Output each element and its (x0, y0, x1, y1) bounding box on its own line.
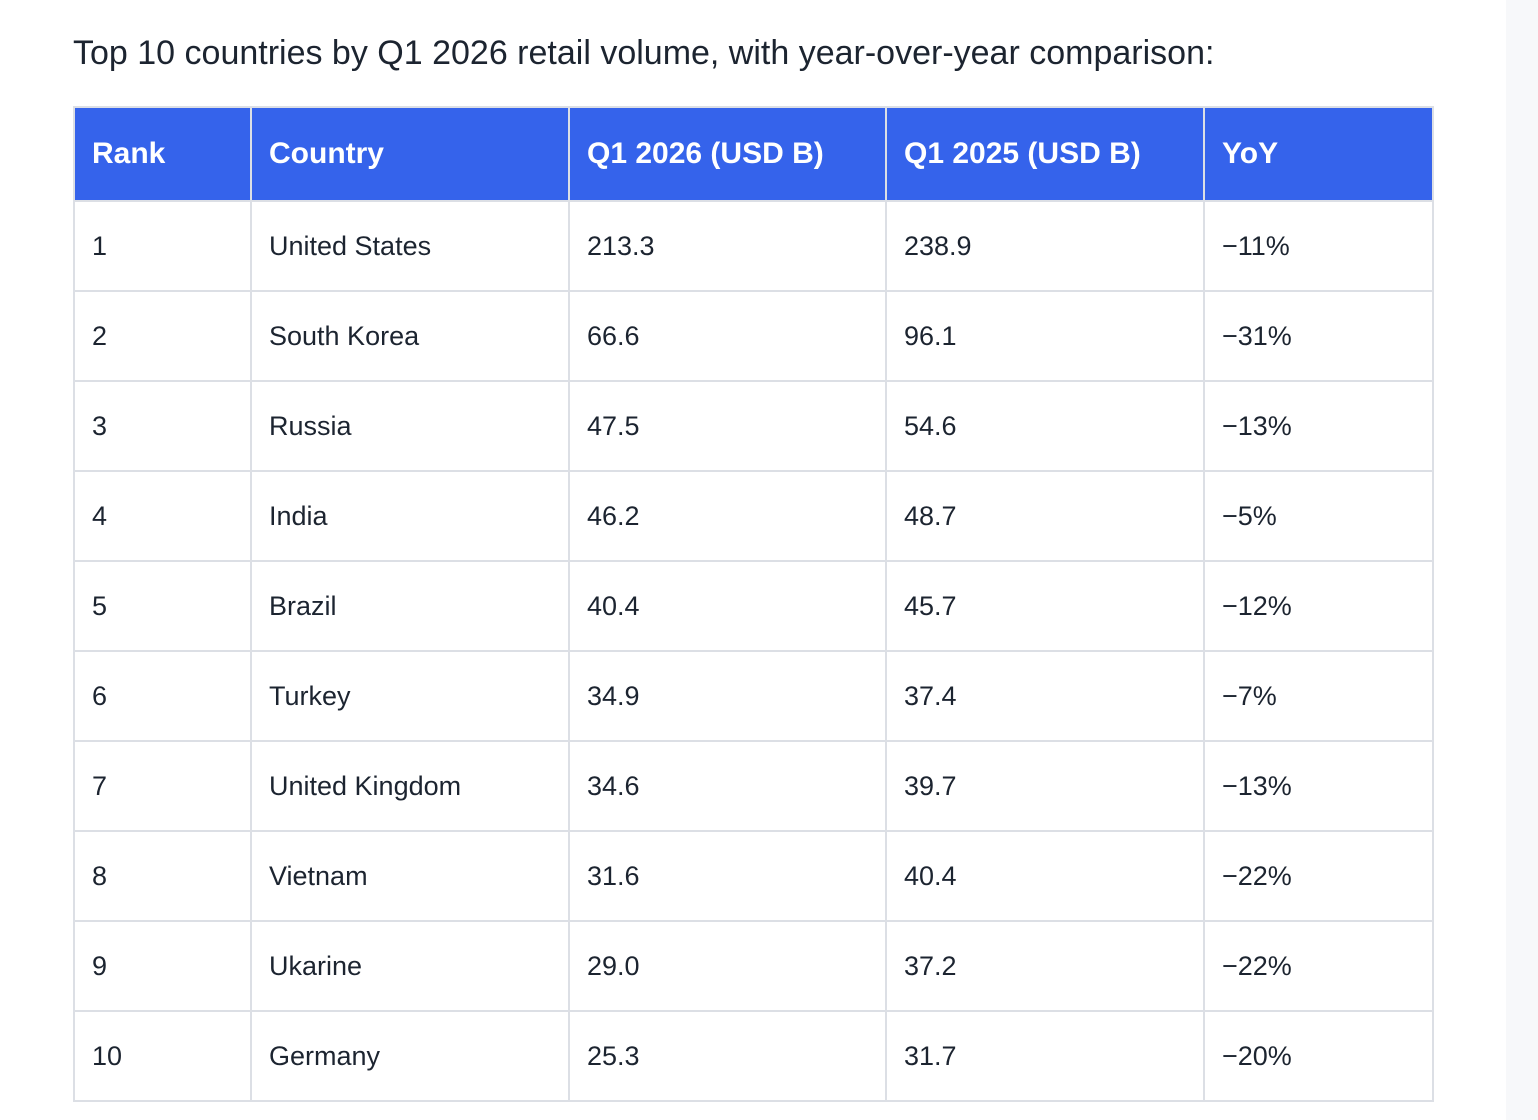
cell-q1-2026: 213.3 (568, 200, 887, 292)
cell-q1-2026: 34.9 (568, 650, 887, 742)
cell-rank: 6 (73, 650, 252, 742)
cell-q1-2025: 54.6 (885, 380, 1205, 472)
table-row: 1 United States 213.3 238.9 −11% (73, 200, 1434, 292)
cell-q1-2025: 48.7 (885, 470, 1205, 562)
cell-country: Ukarine (250, 920, 570, 1012)
cell-rank: 7 (73, 740, 252, 832)
cell-q1-2026: 47.5 (568, 380, 887, 472)
cell-q1-2026: 29.0 (568, 920, 887, 1012)
cell-rank: 10 (73, 1010, 252, 1102)
table-row: 3 Russia 47.5 54.6 −13% (73, 380, 1434, 472)
cell-yoy: −12% (1203, 560, 1434, 652)
table-row: 9 Ukarine 29.0 37.2 −22% (73, 920, 1434, 1012)
cell-rank: 3 (73, 380, 252, 472)
cell-q1-2026: 25.3 (568, 1010, 887, 1102)
table-row: 8 Vietnam 31.6 40.4 −22% (73, 830, 1434, 922)
cell-q1-2026: 66.6 (568, 290, 887, 382)
cell-country: India (250, 470, 570, 562)
cell-yoy: −22% (1203, 830, 1434, 922)
table-row: 10 Germany 25.3 31.7 −20% (73, 1010, 1434, 1102)
cell-country: Germany (250, 1010, 570, 1102)
intro-text: Top 10 countries by Q1 2026 retail volum… (73, 34, 1215, 72)
cell-q1-2025: 31.7 (885, 1010, 1205, 1102)
header-q1-2026: Q1 2026 (USD B) (568, 106, 887, 202)
cell-yoy: −7% (1203, 650, 1434, 742)
table-row: 6 Turkey 34.9 37.4 −7% (73, 650, 1434, 742)
table-body: 1 United States 213.3 238.9 −11% 2 South… (73, 200, 1434, 1102)
header-row: Rank Country Q1 2026 (USD B) Q1 2025 (US… (73, 106, 1434, 202)
cell-country: South Korea (250, 290, 570, 382)
cell-rank: 9 (73, 920, 252, 1012)
header-rank: Rank (73, 106, 252, 202)
cell-country: United Kingdom (250, 740, 570, 832)
cell-q1-2025: 39.7 (885, 740, 1205, 832)
cell-yoy: −13% (1203, 740, 1434, 832)
cell-q1-2025: 37.4 (885, 650, 1205, 742)
table-row: 4 India 46.2 48.7 −5% (73, 470, 1434, 562)
cell-country: Vietnam (250, 830, 570, 922)
cell-rank: 1 (73, 200, 252, 292)
cell-q1-2026: 46.2 (568, 470, 887, 562)
cell-q1-2025: 45.7 (885, 560, 1205, 652)
cell-yoy: −5% (1203, 470, 1434, 562)
cell-rank: 2 (73, 290, 252, 382)
table-header: Rank Country Q1 2026 (USD B) Q1 2025 (US… (73, 106, 1434, 202)
header-q1-2025: Q1 2025 (USD B) (885, 106, 1205, 202)
cell-yoy: −22% (1203, 920, 1434, 1012)
header-yoy: YoY (1203, 106, 1434, 202)
retail-volume-table: Rank Country Q1 2026 (USD B) Q1 2025 (US… (73, 106, 1434, 1102)
cell-rank: 4 (73, 470, 252, 562)
table-row: 2 South Korea 66.6 96.1 −31% (73, 290, 1434, 382)
cell-q1-2025: 96.1 (885, 290, 1205, 382)
table-row: 7 United Kingdom 34.6 39.7 −13% (73, 740, 1434, 832)
cell-yoy: −31% (1203, 290, 1434, 382)
cell-q1-2026: 34.6 (568, 740, 887, 832)
cell-q1-2026: 31.6 (568, 830, 887, 922)
cell-q1-2025: 40.4 (885, 830, 1205, 922)
cell-country: Russia (250, 380, 570, 472)
cell-country: Turkey (250, 650, 570, 742)
cell-yoy: −13% (1203, 380, 1434, 472)
cell-yoy: −20% (1203, 1010, 1434, 1102)
cell-rank: 5 (73, 560, 252, 652)
header-country: Country (250, 106, 570, 202)
cell-q1-2025: 238.9 (885, 200, 1205, 292)
cell-q1-2025: 37.2 (885, 920, 1205, 1012)
cell-rank: 8 (73, 830, 252, 922)
cell-country: Brazil (250, 560, 570, 652)
cell-country: United States (250, 200, 570, 292)
cell-yoy: −11% (1203, 200, 1434, 292)
right-edge-strip (1506, 0, 1538, 1120)
cell-q1-2026: 40.4 (568, 560, 887, 652)
table-row: 5 Brazil 40.4 45.7 −12% (73, 560, 1434, 652)
